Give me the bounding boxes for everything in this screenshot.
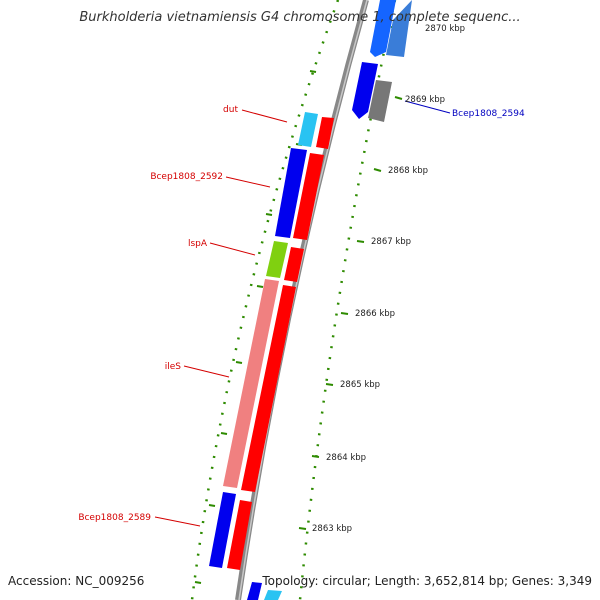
gene-feature-Bcep1808_2592 [275, 148, 307, 238]
accession-text: Accession: NC_009256 [8, 574, 145, 588]
gene-feature-blue [370, 0, 396, 57]
gene-feature-blue [247, 582, 262, 600]
gene-feature-ileS [223, 279, 279, 488]
gene-feature-forward [316, 117, 334, 149]
inner-guide-line [190, 0, 340, 600]
gene-feature-dut [298, 112, 318, 147]
map-title: Burkholderia vietnamiensis G4 chromosome… [79, 10, 521, 25]
gene-feature-forward [241, 285, 296, 492]
tick-label: 2865 kbp [340, 380, 380, 390]
gene-feature-grey [368, 80, 392, 122]
tick-label: 2863 kbp [312, 524, 352, 534]
gene-label-lspA: lspA [188, 239, 208, 249]
gene-label-Bcep1808_2592: Bcep1808_2592 [150, 172, 223, 182]
gene-feature-blue [352, 62, 378, 119]
tick-label: 2864 kbp [326, 453, 366, 463]
gene-feature-lspA [266, 241, 288, 278]
topology-text: Topology: circular; Length: 3,652,814 bp… [262, 574, 592, 588]
gene-feature-forward [284, 247, 304, 282]
gene-leaders [154, 100, 451, 527]
tick-label: 2868 kbp [388, 166, 428, 176]
gene-feature-forward [227, 500, 252, 570]
gene-label-ileS: ileS [165, 362, 182, 372]
gene-label-Bcep1808_2594: Bcep1808_2594 [452, 109, 525, 119]
gene-feature-Bcep1808_2589 [209, 492, 236, 568]
gene-label-Bcep1808_2589: Bcep1808_2589 [78, 513, 151, 523]
gene-feature-forward [293, 153, 324, 240]
topology-value: Topology: circular; Length: 3,652,814 bp… [262, 574, 592, 588]
tick-label: 2869 kbp [405, 95, 445, 105]
tick-label: 2866 kbp [355, 309, 395, 319]
tick-label: 2867 kbp [371, 237, 411, 247]
tick-label: 2870 kbp [425, 24, 465, 34]
backbone-arc [235, 0, 369, 600]
gene-feature-blue [386, 0, 412, 57]
gene-feature-cyan [264, 590, 282, 600]
gene-label-dut: dut [223, 105, 238, 115]
